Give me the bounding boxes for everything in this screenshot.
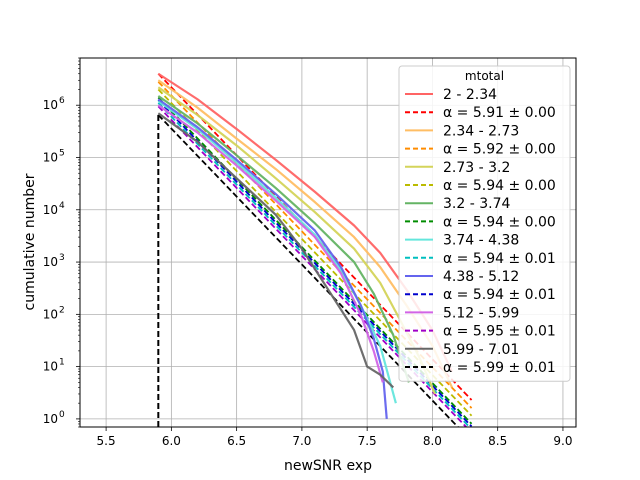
legend-title: mtotal [465, 69, 504, 83]
y-tick-label: 10 [43, 307, 58, 321]
series-line [157, 100, 397, 404]
legend-fit-label: α = 5.94 ± 0.01 [443, 251, 556, 267]
fit-line [157, 102, 471, 427]
x-tick-label: 8.0 [423, 434, 442, 448]
series-line [157, 104, 384, 383]
x-tick-label: 6.0 [162, 434, 181, 448]
y-tick-label: 10 [43, 203, 58, 217]
fit-line [157, 96, 473, 425]
legend-series-label: 2.73 - 3.2 [443, 160, 510, 176]
y-tick-label: 10 [43, 150, 58, 164]
legend-fit-label: α = 5.95 ± 0.01 [443, 324, 556, 340]
y-tick-label: 10 [43, 412, 58, 426]
y-tick-exponent: 2 [59, 305, 65, 315]
fit-line [157, 81, 473, 409]
x-tick-label: 7.5 [358, 434, 377, 448]
legend-series-label: 3.2 - 3.74 [443, 196, 510, 212]
legend-fit-label: α = 5.92 ± 0.00 [443, 142, 556, 158]
y-tick-exponent: 6 [59, 96, 65, 106]
legend-series-label: 2 - 2.34 [443, 87, 497, 103]
y-tick-exponent: 0 [59, 410, 65, 420]
legend-series-label: 4.38 - 5.12 [443, 269, 519, 285]
legend-fit-label: α = 5.91 ± 0.00 [443, 105, 556, 121]
legend-series-label: 2.34 - 2.73 [443, 123, 519, 139]
legend-series-label: 5.12 - 5.99 [443, 305, 519, 321]
series-line [157, 95, 410, 383]
y-tick-label: 10 [43, 98, 58, 112]
y-tick-label: 10 [43, 360, 58, 374]
y-tick-exponent: 3 [59, 253, 65, 263]
x-tick-label: 9.0 [553, 434, 572, 448]
y-tick-exponent: 5 [59, 148, 65, 158]
x-tick-label: 7.0 [292, 434, 311, 448]
legend-series-label: 3.74 - 4.38 [443, 233, 519, 249]
legend: mtotal 2 - 2.34 α = 5.91 ± 0.00 2.34 - 2.73… [398, 65, 571, 382]
legend-fit-label: α = 5.94 ± 0.01 [443, 287, 556, 303]
x-axis: 5.5 6.0 6.5 7.0 7.5 8.0 8.5 9.0 [97, 427, 572, 448]
legend-fit-label: α = 5.94 ± 0.00 [443, 214, 556, 230]
y-tick-exponent: 4 [59, 201, 65, 211]
axes-frame [79, 57, 577, 428]
legend-fit-label: α = 5.94 ± 0.00 [443, 178, 556, 194]
x-tick-label: 8.5 [488, 434, 507, 448]
legend-series-label: 5.99 - 7.01 [443, 342, 519, 358]
x-axis-label: newSNR exp [284, 458, 372, 474]
series-line [157, 98, 388, 419]
series-line [157, 112, 395, 389]
legend-fit-label: α = 5.99 ± 0.01 [443, 360, 556, 376]
x-tick-label: 5.5 [97, 434, 116, 448]
y-tick-label: 10 [43, 255, 58, 269]
x-tick-label: 6.5 [227, 434, 246, 448]
y-axis-label: cumulative number [22, 173, 38, 310]
legend-box [398, 65, 571, 382]
y-tick-exponent: 1 [59, 358, 65, 368]
